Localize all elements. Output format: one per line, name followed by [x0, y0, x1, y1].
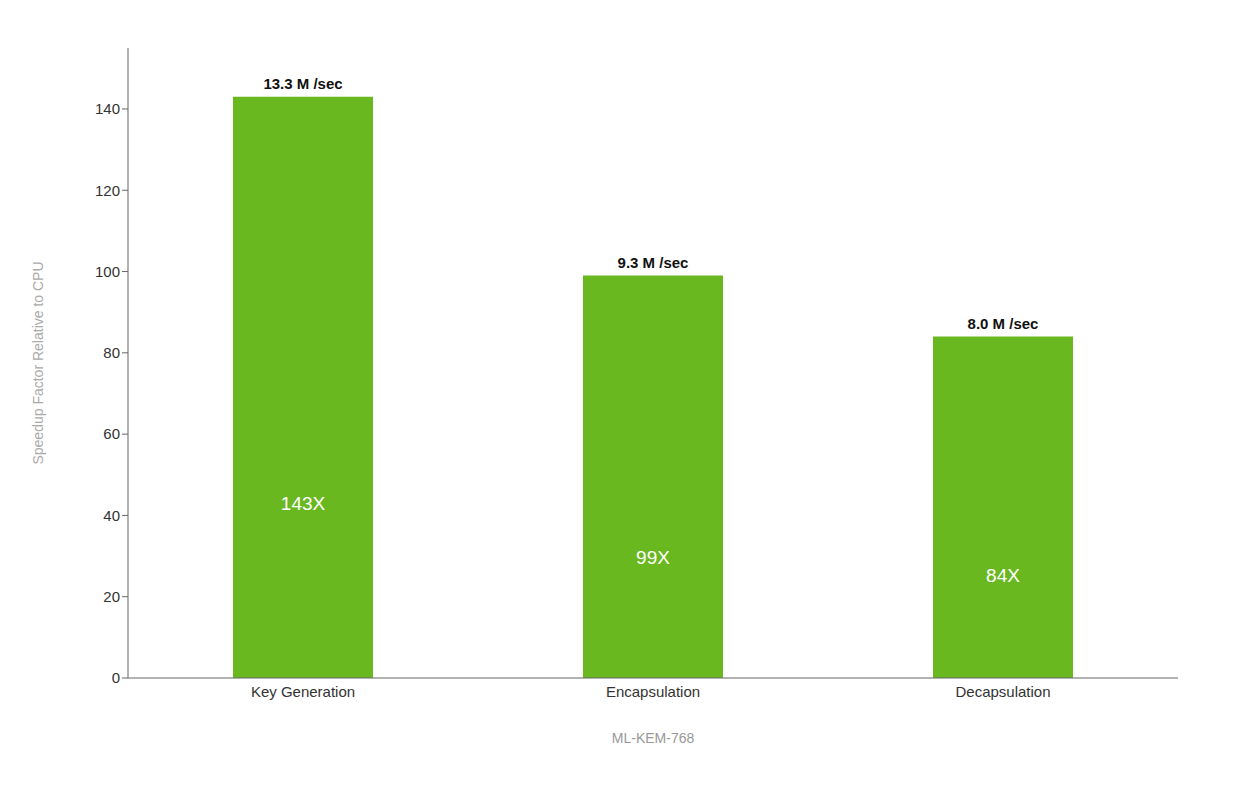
svg-text:40: 40	[103, 507, 120, 524]
svg-text:143X: 143X	[281, 493, 326, 514]
svg-text:Speedup Factor Relative to CPU: Speedup Factor Relative to CPU	[30, 261, 46, 464]
svg-text:Decapsulation: Decapsulation	[955, 683, 1050, 700]
svg-text:140: 140	[95, 100, 120, 117]
svg-text:13.3 M /sec: 13.3 M /sec	[263, 75, 342, 92]
svg-text:84X: 84X	[986, 565, 1020, 586]
svg-text:100: 100	[95, 263, 120, 280]
svg-text:Encapsulation: Encapsulation	[606, 683, 700, 700]
svg-text:ML-KEM-768: ML-KEM-768	[612, 730, 695, 746]
svg-text:99X: 99X	[636, 547, 670, 568]
svg-text:20: 20	[103, 588, 120, 605]
svg-text:9.3 M /sec: 9.3 M /sec	[618, 254, 689, 271]
svg-text:Key Generation: Key Generation	[251, 683, 355, 700]
svg-text:60: 60	[103, 425, 120, 442]
svg-text:0: 0	[112, 669, 120, 686]
svg-text:120: 120	[95, 182, 120, 199]
svg-text:80: 80	[103, 344, 120, 361]
svg-text:8.0 M /sec: 8.0 M /sec	[968, 315, 1039, 332]
